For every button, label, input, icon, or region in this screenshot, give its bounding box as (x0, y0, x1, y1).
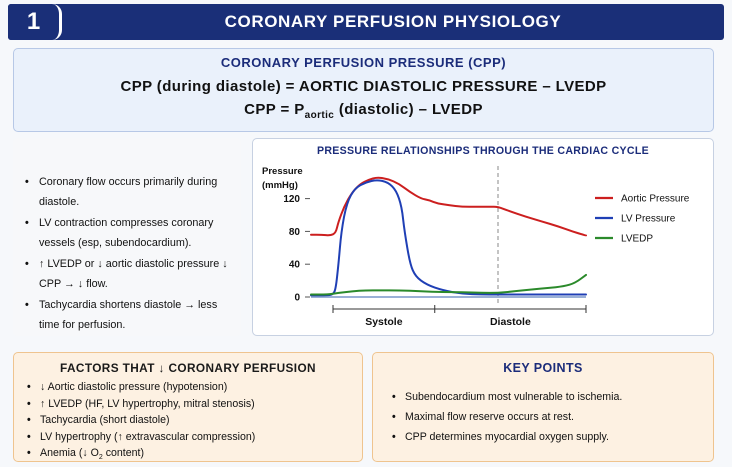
cpp-eq2-left: CPP = P (244, 101, 305, 118)
key-point-item: Subendocardium most vulnerable to ischem… (391, 387, 713, 407)
legend-label-aortic-pressure: Aortic Pressure (621, 194, 690, 205)
y-axis-label: Pressure (262, 166, 303, 177)
cpp-eq2-right: (diastolic) – LVEDP (334, 101, 483, 118)
key-points-box: KEY POINTS Subendocardium most vulnerabl… (372, 352, 714, 462)
key-point-item: CPP determines myocardial oxygen supply. (391, 427, 713, 447)
legend-label-lv-pressure: LV Pressure (621, 214, 676, 225)
factor-item: ↑ LVEDP (HF, LV hypertrophy, mitral sten… (26, 396, 362, 413)
y-tick-label: 40 (289, 260, 301, 271)
lv-pressure-line (310, 179, 587, 297)
factor-item: Anemia (↓ O2 content) (26, 445, 362, 467)
concept-item: Tachycardia shortens diastole → less tim… (23, 295, 237, 335)
factor-anemia-sub: 2 (98, 454, 103, 462)
y-tick-label: 120 (283, 194, 300, 205)
cpp-formula-box: CORONARY PERFUSION PRESSURE (CPP) CPP (d… (13, 48, 714, 132)
section-number: 1 (8, 4, 62, 40)
factors-box: FACTORS THAT ↓ CORONARY PERFUSION ↓ Aort… (13, 352, 363, 462)
cpp-equation-2: CPP = Paortic (diastolic) – LVEDP (14, 101, 713, 121)
y-tick-label: 0 (294, 293, 300, 304)
factors-title: FACTORS THAT ↓ CORONARY PERFUSION (60, 361, 316, 375)
chart-title: PRESSURE RELATIONSHIPS THROUGH THE CARDI… (316, 145, 650, 157)
x-label-systole: Systole (365, 316, 403, 328)
x-label-diastole: Diastole (490, 316, 531, 328)
concept-item: Coronary flow occurs primarily during di… (23, 172, 237, 212)
y-axis-label-unit: (mmHg) (262, 180, 298, 191)
factor-item: ↓ Aortic diastolic pressure (hypotension… (26, 379, 362, 396)
cpp-heading: CORONARY PERFUSION PRESSURE (CPP) (220, 55, 507, 70)
y-tick-label: 80 (289, 227, 301, 238)
key-points-title: KEY POINTS (503, 361, 583, 375)
header-banner: 1 CORONARY PERFUSION PHYSIOLOGY (8, 4, 724, 40)
page-title: CORONARY PERFUSION PHYSIOLOGY (224, 12, 562, 31)
cpp-eq2-subscript: aortic (304, 110, 335, 121)
factor-item: Tachycardia (short diastole) (26, 412, 362, 429)
lvedp-line (310, 273, 587, 296)
concept-item: ↑ LVEDP or ↓ aortic diastolic pressure ↓… (23, 254, 237, 294)
legend-label-lvedp: LVEDP (621, 234, 653, 245)
concept-item: LV contraction compresses coronary vesse… (23, 213, 237, 253)
factor-anemia-left: Anemia (↓ O (40, 447, 99, 459)
cpp-equation-1: CPP (during diastole) = AORTIC DIASTOLIC… (120, 78, 607, 95)
pressure-chart-svg: Pressure (mmHg) 120 80 40 0 Systole Diastole Aor… (262, 166, 690, 328)
factor-item: LV hypertrophy (↑ extravascular compress… (26, 429, 362, 446)
aortic-pressure-line (310, 176, 587, 237)
key-concepts-list: Coronary flow occurs primarily during di… (13, 138, 241, 336)
factor-anemia-right: content) (102, 447, 145, 459)
pressure-chart: PRESSURE RELATIONSHIPS THROUGH THE CARDI… (252, 138, 714, 336)
key-point-item: Maximal flow reserve occurs at rest. (391, 407, 713, 427)
